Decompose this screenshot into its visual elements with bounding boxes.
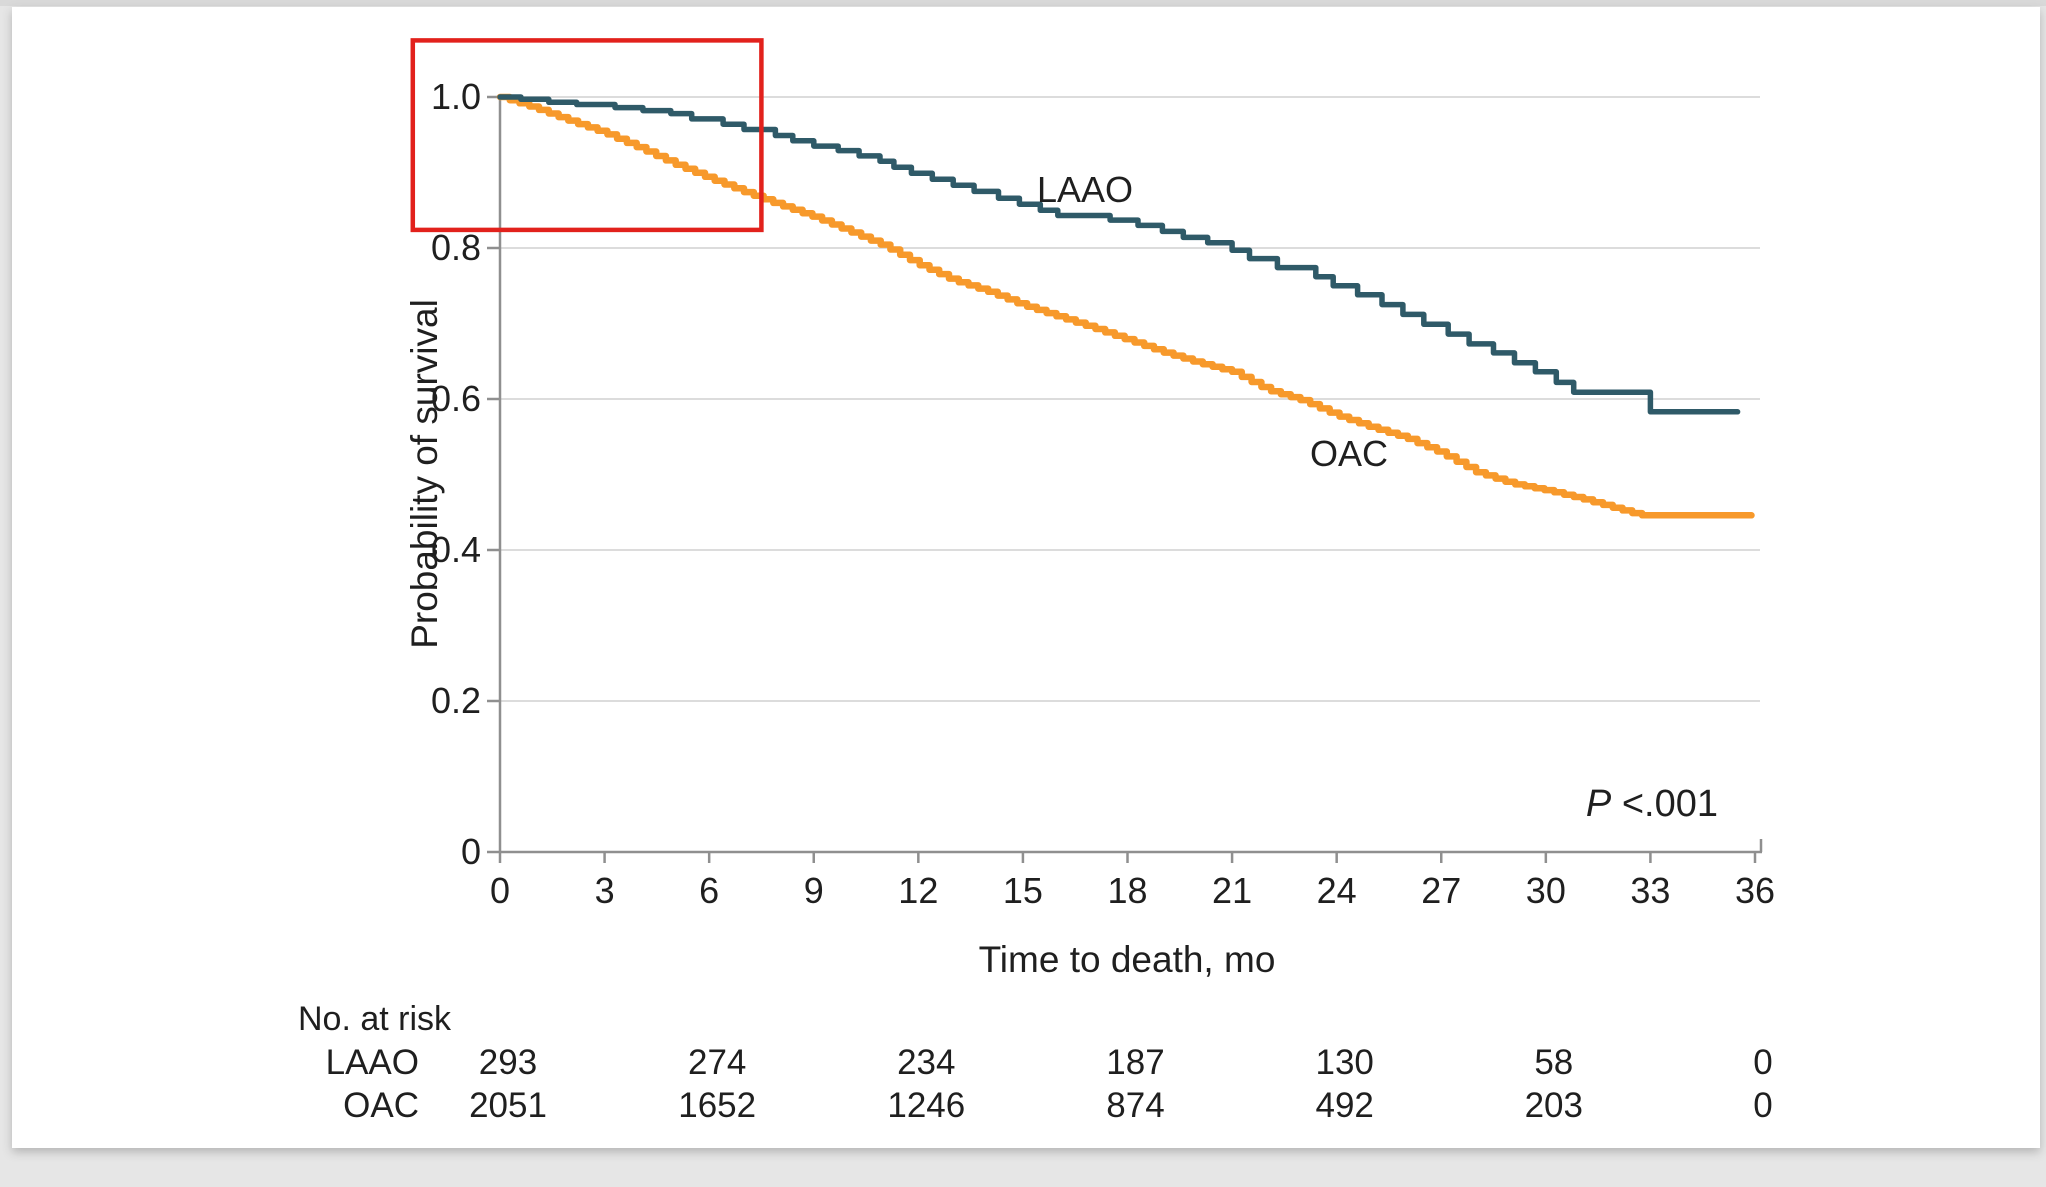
risk-value: 234 xyxy=(897,1043,955,1082)
x-tick-label: 33 xyxy=(1630,870,1670,911)
risk-value: 58 xyxy=(1534,1043,1573,1082)
p-value-label: P <.001 xyxy=(1586,783,1718,825)
top-strip xyxy=(0,0,2046,6)
risk-value: 130 xyxy=(1315,1043,1373,1082)
x-tick-label: 24 xyxy=(1317,870,1357,911)
risk-values: 293 274 234 187 130 58 0 2051 1652 1246 874 492 203 0 xyxy=(469,1043,1773,1125)
oac-survival-curve xyxy=(496,93,1755,519)
p-value-symbol: P xyxy=(1586,783,1612,825)
x-tick-label: 36 xyxy=(1735,870,1775,911)
risk-row-label-laao: LAAO xyxy=(326,1043,419,1082)
x-axis-ticks: 0 3 6 9 12 15 18 21 24 27 30 33 36 xyxy=(490,852,1775,911)
risk-value: 2051 xyxy=(469,1086,547,1125)
risk-row-label-oac: OAC xyxy=(343,1086,419,1125)
x-tick-label: 21 xyxy=(1212,870,1252,911)
risk-value: 0 xyxy=(1753,1086,1772,1125)
risk-value: 492 xyxy=(1315,1086,1373,1125)
p-value-number: <.001 xyxy=(1611,783,1718,825)
risk-value: 1246 xyxy=(887,1086,965,1125)
y-tick-label: 0.6 xyxy=(431,378,481,419)
risk-table: No. at risk LAAO OAC 293 274 234 187 130 58 02… xyxy=(298,1000,1773,1125)
y-tick-label: 0 xyxy=(461,831,481,872)
figure-card xyxy=(12,7,2040,1148)
risk-table-title: No. at risk xyxy=(298,1000,452,1038)
y-axis-ticks: 0 0.2 0.4 0.6 0.8 1.0 xyxy=(431,76,500,872)
x-tick-label: 9 xyxy=(804,870,824,911)
y-tick-label: 0.8 xyxy=(431,227,481,268)
risk-value: 874 xyxy=(1106,1086,1164,1125)
x-tick-label: 12 xyxy=(898,870,938,911)
y-axis-title: Probability of survival xyxy=(404,299,445,649)
risk-value: 274 xyxy=(688,1043,746,1082)
y-tick-label: 0.2 xyxy=(431,680,481,721)
laao-curve-label: LAAO xyxy=(1037,169,1133,210)
risk-value: 203 xyxy=(1525,1086,1583,1125)
x-tick-label: 6 xyxy=(699,870,719,911)
y-tick-label: 0.4 xyxy=(431,529,481,570)
x-tick-label: 0 xyxy=(490,870,510,911)
risk-value: 1652 xyxy=(678,1086,756,1125)
x-tick-label: 15 xyxy=(1003,870,1043,911)
red-annotation-box xyxy=(410,38,764,233)
risk-value: 293 xyxy=(479,1043,537,1082)
gridlines xyxy=(498,96,1760,702)
risk-value: 187 xyxy=(1106,1043,1164,1082)
laao-survival-curve xyxy=(497,94,1741,415)
x-tick-label: 27 xyxy=(1421,870,1461,911)
x-tick-label: 3 xyxy=(595,870,615,911)
risk-value: 0 xyxy=(1753,1043,1772,1082)
x-tick-label: 30 xyxy=(1526,870,1566,911)
x-tick-label: 18 xyxy=(1107,870,1147,911)
y-tick-label: 1.0 xyxy=(431,76,481,117)
oac-curve-label: OAC xyxy=(1310,433,1388,474)
x-axis-title: Time to death, mo xyxy=(979,939,1276,980)
